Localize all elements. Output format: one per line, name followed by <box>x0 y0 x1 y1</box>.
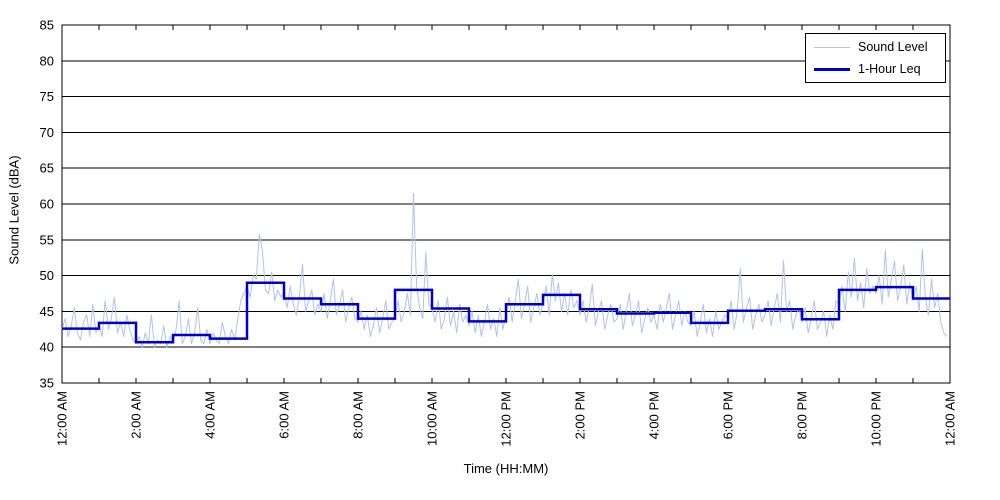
x-tick-label-7: 2:00 PM <box>573 391 588 439</box>
leq-series <box>62 281 950 344</box>
x-tick-label-8: 4:00 PM <box>647 391 662 439</box>
legend: Sound Level 1-Hour Leq <box>805 33 946 83</box>
y-tick-label-45: 45 <box>40 304 54 319</box>
y-tick-label-50: 50 <box>40 268 54 283</box>
x-tick-label-6: 12:00 PM <box>499 391 514 447</box>
sound-level-line-swatch <box>814 46 850 48</box>
x-axis-title: Time (HH:MM) <box>463 461 549 476</box>
y-tick-label-70: 70 <box>40 125 54 140</box>
y-tick-label-40: 40 <box>40 340 54 355</box>
x-tick-label-0: 12:00 AM <box>55 391 70 446</box>
y-tick-label-55: 55 <box>40 232 54 247</box>
plot-border <box>61 24 951 384</box>
legend-label-1-hour-leq: 1-Hour Leq <box>858 62 921 76</box>
x-tick-label-9: 6:00 PM <box>721 391 736 439</box>
legend-item-sound-level: Sound Level <box>814 39 937 55</box>
x-tick-label-4: 8:00 AM <box>351 391 366 439</box>
legend-label-sound-level: Sound Level <box>858 40 928 54</box>
y-tick-label-75: 75 <box>40 89 54 104</box>
x-tick-label-10: 8:00 PM <box>795 391 810 439</box>
sound-level-series <box>61 192 948 348</box>
y-tick-label-65: 65 <box>40 161 54 176</box>
x-tick-label-5: 10:00 AM <box>425 391 440 446</box>
x-tick-label-1: 2:00 AM <box>129 391 144 439</box>
x-tick-label-11: 10:00 PM <box>869 391 884 447</box>
y-tick-label-60: 60 <box>40 197 54 212</box>
legend-item-1-hour-leq: 1-Hour Leq <box>814 61 937 77</box>
y-axis-title: Sound Level (dBA) <box>6 155 22 265</box>
y-tick-label-80: 80 <box>40 53 54 68</box>
y-tick-label-35: 35 <box>40 376 54 391</box>
x-tick-label-12: 12:00 AM <box>943 391 958 446</box>
x-tick-label-2: 4:00 AM <box>203 391 218 439</box>
x-tick-label-3: 6:00 AM <box>277 391 292 439</box>
y-tick-label-85: 85 <box>40 18 54 33</box>
leq-line-swatch <box>814 67 850 71</box>
